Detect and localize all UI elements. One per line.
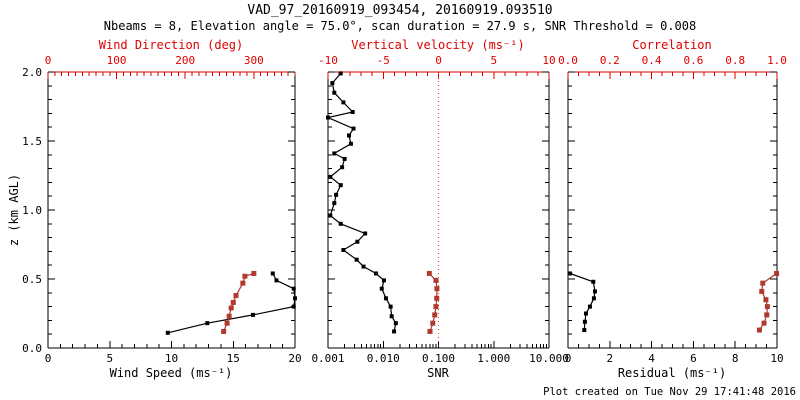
axis-title-correlation: Correlation [632,38,712,52]
svg-text:0.100: 0.100 [422,352,455,365]
svg-text:300: 300 [244,54,264,67]
series-wind_speed [165,271,297,335]
svg-text:0.5: 0.5 [22,273,42,286]
axis-title-height: z (km AGL) [7,173,21,247]
plot-subtitle: Nbeams = 8, Elevation angle = 75.0°, sca… [103,19,697,33]
plot-created-timestamp: Plot created on Tue Nov 29 17:41:48 2016 [543,386,796,398]
svg-text:0.6: 0.6 [683,54,703,67]
axis-title-vertical-velocity: Vertical velocity (ms⁻¹) [351,38,525,52]
axis-title-wind-direction: Wind Direction (deg) [98,38,244,52]
series-snr [326,71,398,334]
svg-text:0: 0 [435,54,442,67]
svg-text:0.0: 0.0 [22,342,42,355]
svg-text:200: 200 [175,54,195,67]
axis-title-wind-speed: Wind Speed (ms⁻¹) [109,366,233,380]
svg-text:10: 10 [165,352,178,365]
svg-text:1.5: 1.5 [22,135,42,148]
svg-text:0.4: 0.4 [642,54,662,67]
svg-text:0.001: 0.001 [311,352,344,365]
svg-text:10: 10 [542,54,555,67]
series-residual [568,271,597,333]
svg-text:1.000: 1.000 [477,352,510,365]
plot-title: VAD_97_20160919_093454, 20160919.093510 [247,3,553,18]
series-vertical_velocity [426,270,440,334]
svg-text:2: 2 [606,352,613,365]
axis-title-snr: SNR [427,366,449,380]
svg-text:0: 0 [565,352,572,365]
svg-text:0: 0 [45,54,52,67]
svg-text:8: 8 [732,352,739,365]
svg-text:4: 4 [648,352,655,365]
svg-text:15: 15 [227,352,240,365]
svg-text:6: 6 [690,352,697,365]
svg-text:1.0: 1.0 [22,204,42,217]
svg-text:10: 10 [770,352,783,365]
axis-title-residual: Residual (ms⁻¹) [617,366,727,380]
svg-text:5: 5 [106,352,113,365]
svg-text:100: 100 [107,54,127,67]
svg-text:-5: -5 [377,54,390,67]
svg-text:10.000: 10.000 [529,352,569,365]
svg-text:0: 0 [45,352,52,365]
panel-snr: 0.001 0.010 0.100 1.000 10.000 -10 -5 0 5 10 [311,54,568,365]
svg-text:-10: -10 [318,54,338,67]
svg-text:0.8: 0.8 [725,54,745,67]
svg-text:1.0: 1.0 [767,54,787,67]
svg-text:0.010: 0.010 [367,352,400,365]
series-wind_direction [221,270,257,334]
svg-text:2.0: 2.0 [22,66,42,79]
svg-text:0.2: 0.2 [600,54,620,67]
svg-text:5: 5 [490,54,497,67]
svg-text:0.0: 0.0 [558,54,578,67]
series-correlation [756,270,780,333]
svg-text:20: 20 [288,352,301,365]
panel-residual: 0 2 4 6 8 10 0.0 0.2 0.4 0.6 0.8 1.0 [558,54,787,365]
